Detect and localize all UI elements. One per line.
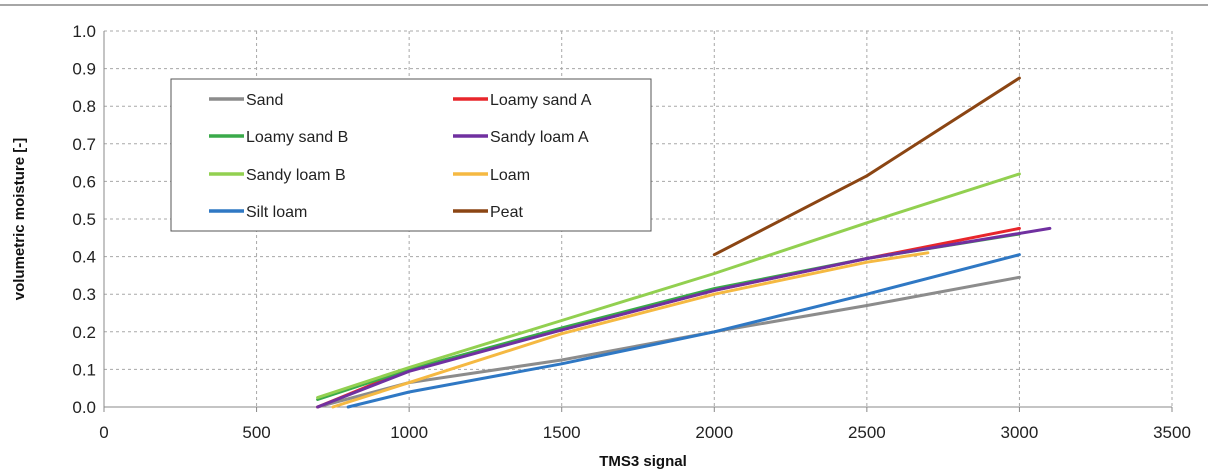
series-line-loamy-sand-b (316, 232, 1021, 401)
x-tick-label: 1500 (543, 423, 581, 442)
x-tick-label: 2500 (848, 423, 886, 442)
x-axis-title: TMS3 signal (599, 453, 687, 470)
legend-label: Sandy loam A (490, 129, 589, 146)
legend-label: Peat (490, 204, 523, 221)
y-tick-label: 0.2 (72, 323, 96, 342)
x-tick-label: 500 (242, 423, 270, 442)
x-tick-label: 1000 (390, 423, 428, 442)
legend-label: Loamy sand A (490, 92, 592, 109)
x-tick-label: 3500 (1153, 423, 1191, 442)
y-tick-label: 0.6 (72, 172, 96, 191)
legend-label: Silt loam (246, 204, 307, 221)
legend-label: Loamy sand B (246, 129, 348, 146)
y-tick-label: 0.5 (72, 210, 96, 229)
axes: 0.0 0.1 0.2 0.3 0.4 0.5 0.6 0.7 0.8 0.9 1.0 0 500 100… (72, 22, 1191, 442)
y-axis-title: volumetric moisture [-] (11, 138, 28, 301)
series-line-loam (331, 251, 930, 409)
x-tick-label: 0 (99, 423, 108, 442)
series-lines (316, 76, 1052, 409)
legend-label: Sandy loam B (246, 167, 346, 184)
y-tick-label: 0.7 (72, 135, 96, 154)
legend: Sand Loamy sand A Loamy sand B Sandy loam A… (170, 78, 652, 232)
series-line-silt-loam (346, 253, 1021, 409)
y-tick-label: 0.9 (72, 60, 96, 79)
x-tick-label: 3000 (1001, 423, 1039, 442)
y-tick-label: 0.0 (72, 398, 96, 417)
series-line-sandy-loam-b (316, 172, 1021, 400)
y-tick-label: 0.8 (72, 97, 96, 116)
y-tick-label: 0.1 (72, 360, 96, 379)
series-line-sandy-loam-a (316, 226, 1052, 409)
y-tick-label: 0.4 (72, 248, 96, 267)
y-tick-label: 0.3 (72, 285, 96, 304)
legend-label: Loam (490, 167, 530, 184)
series-line-peat (712, 76, 1021, 257)
y-tick-label: 1.0 (72, 22, 96, 41)
legend-box (170, 78, 652, 232)
x-tick-label: 2000 (695, 423, 733, 442)
legend-label: Sand (246, 92, 283, 109)
